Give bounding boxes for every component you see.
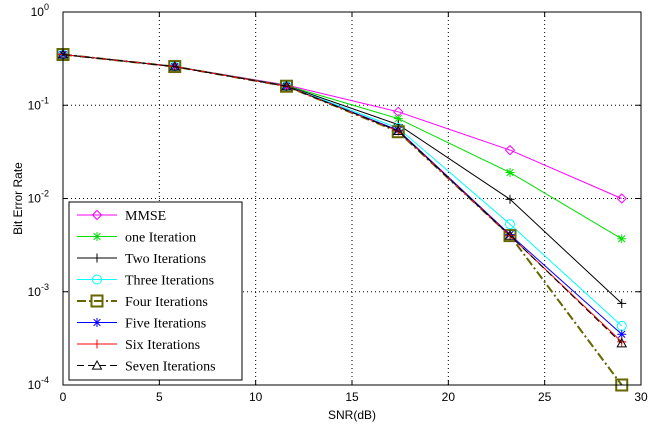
y-axis-label: Bit Error Rate xyxy=(11,162,25,235)
legend-label: Four Iterations xyxy=(125,295,208,310)
legend-label: Five Iterations xyxy=(125,317,206,332)
data-point xyxy=(504,219,515,230)
legend-item: one Iteration xyxy=(77,231,196,246)
data-point xyxy=(616,193,627,204)
legend-item: Three Iterations xyxy=(77,274,214,289)
data-point xyxy=(616,337,628,348)
legend-item: Seven Iterations xyxy=(77,360,216,375)
x-tick-label: 0 xyxy=(60,390,67,404)
legend-label: Six Iterations xyxy=(125,338,200,353)
legend-marker xyxy=(92,274,102,285)
series-seven-iterations xyxy=(57,48,628,348)
legend-item: Five Iterations xyxy=(77,317,206,332)
legend-label: Seven Iterations xyxy=(125,360,216,375)
legend-marker xyxy=(92,253,102,263)
data-point xyxy=(281,80,292,91)
legend: MMSE one Iteration Two Iterations Three Ite… xyxy=(68,201,243,381)
legend-marker xyxy=(90,294,104,308)
x-tick-label: 25 xyxy=(538,390,552,404)
x-tick-label: 20 xyxy=(442,390,456,404)
x-tick-label: 15 xyxy=(345,390,359,404)
legend-marker xyxy=(92,339,102,349)
data-point xyxy=(392,125,404,136)
legend-label: Two Iterations xyxy=(125,252,206,267)
legend-label: MMSE xyxy=(125,209,166,224)
x-axis-label: SNR(dB) xyxy=(328,408,376,422)
series-layer xyxy=(56,48,629,392)
legend-item: Six Iterations xyxy=(77,338,200,353)
legend-label: Three Iterations xyxy=(125,274,214,289)
data-point xyxy=(505,194,515,204)
series-line xyxy=(62,54,623,344)
data-point xyxy=(617,234,627,244)
x-tick-label: 10 xyxy=(249,390,263,404)
data-point xyxy=(617,329,627,339)
legend-item: MMSE xyxy=(77,209,166,224)
data-point xyxy=(504,144,516,156)
data-point xyxy=(617,298,627,308)
legend-item: Four Iterations xyxy=(77,294,208,310)
data-point xyxy=(505,168,515,178)
data-point xyxy=(504,230,516,240)
legend-marker xyxy=(92,232,102,241)
legend-marker xyxy=(91,359,103,370)
legend-marker xyxy=(91,209,103,221)
legend-item: Two Iterations xyxy=(77,252,206,267)
legend-box xyxy=(68,201,243,381)
x-tick-label: 30 xyxy=(634,390,648,404)
x-tick-label: 5 xyxy=(156,390,163,404)
legend-label: one Iteration xyxy=(125,231,196,246)
data-point xyxy=(169,61,181,71)
legend-marker xyxy=(92,318,102,327)
